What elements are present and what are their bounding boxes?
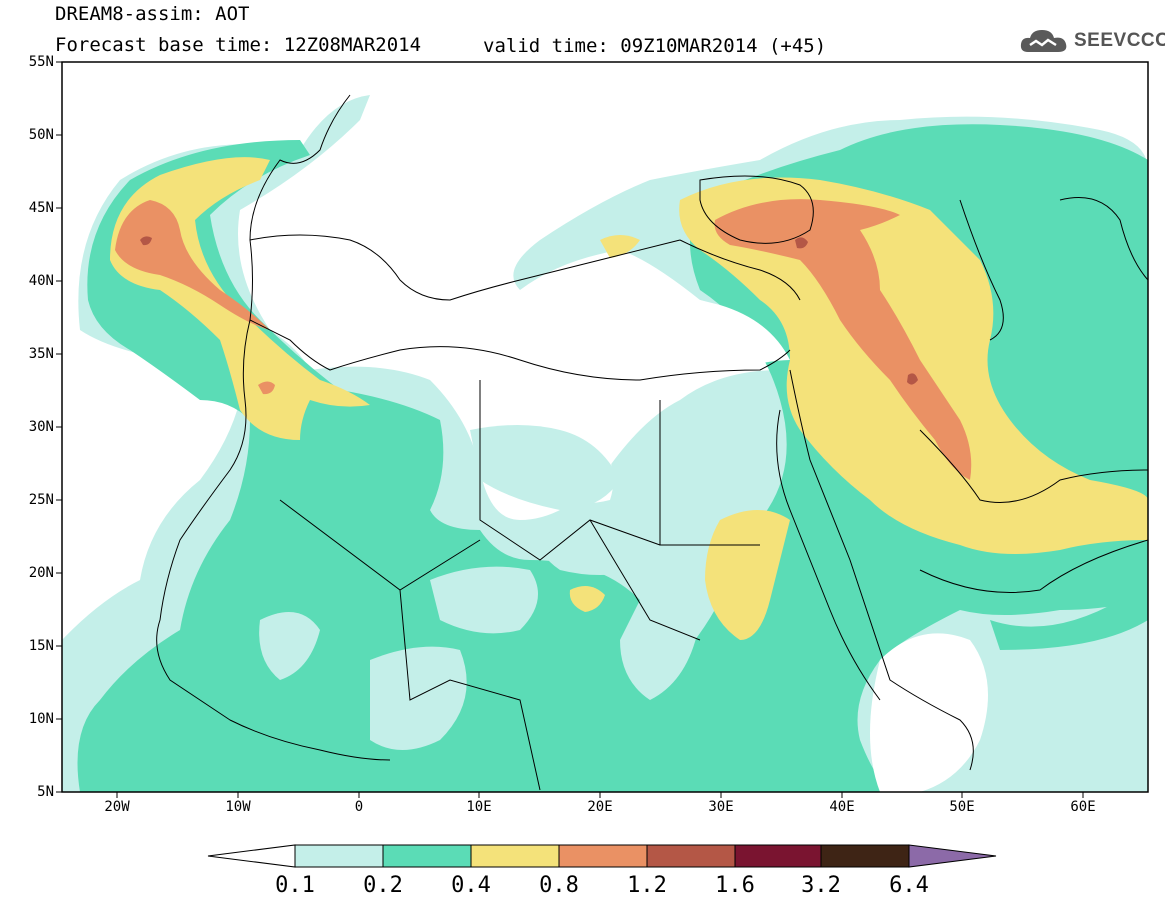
lat-label: 35N — [28, 346, 54, 362]
lon-label: 30E — [708, 799, 734, 815]
lat-label: 20N — [28, 565, 54, 581]
map-title: DREAM8-assim: AOT — [55, 3, 250, 25]
colorbar-swatch — [734, 844, 822, 868]
aot-band-1.2 — [140, 236, 918, 385]
lat-label: 45N — [28, 200, 54, 216]
colorbar-label: 3.2 — [801, 873, 841, 898]
lon-label: 40E — [829, 799, 855, 815]
seevccc-logo: SEEVCCC — [1018, 26, 1165, 56]
lon-label: 20W — [104, 799, 130, 815]
coastlines — [156, 94, 1148, 791]
logo-text: SEEVCCC — [1074, 30, 1165, 51]
colorbar-under-arrow — [207, 844, 296, 868]
colorbar-label: 0.4 — [451, 873, 491, 898]
colorbar-swatch — [646, 844, 736, 868]
colorbar-swatch — [294, 844, 384, 868]
lon-label: 10E — [466, 799, 492, 815]
axis-ticks — [56, 61, 1084, 798]
forecast-base-time: Forecast base time: 12Z08MAR2014 — [55, 34, 422, 56]
lat-label: 10N — [28, 711, 54, 727]
lon-label: 0 — [354, 799, 364, 815]
colorbar-label: 0.1 — [275, 873, 315, 898]
colorbar-swatch — [558, 844, 648, 868]
colorbar-label: 0.2 — [363, 873, 403, 898]
lon-label: 10W — [225, 799, 251, 815]
lat-label: 30N — [28, 419, 54, 435]
lat-label: 25N — [28, 492, 54, 508]
lat-label: 5N — [37, 784, 54, 800]
aot-band-0.1-patches — [259, 425, 700, 750]
colorbar-label: 0.8 — [539, 873, 579, 898]
lat-label: 55N — [28, 54, 54, 70]
colorbar-label: 1.6 — [715, 873, 755, 898]
aot-field — [62, 62, 1148, 792]
cloud-icon — [1020, 30, 1067, 52]
colorbar-label: 6.4 — [889, 873, 929, 898]
colorbar-swatch — [382, 844, 472, 868]
lat-label: 15N — [28, 638, 54, 654]
aot-band-0.8 — [115, 199, 972, 480]
lon-label: 20E — [587, 799, 613, 815]
valid-time: valid time: 09Z10MAR2014 (+45) — [483, 35, 827, 57]
colorbar — [207, 844, 997, 868]
lon-label: 60E — [1070, 799, 1096, 815]
lat-label: 40N — [28, 273, 54, 289]
lat-label: 50N — [28, 127, 54, 143]
lon-label: 50E — [949, 799, 975, 815]
colorbar-over-arrow — [908, 844, 997, 868]
colorbar-label: 1.2 — [627, 873, 667, 898]
colorbar-swatch — [820, 844, 910, 868]
colorbar-swatch — [470, 844, 560, 868]
